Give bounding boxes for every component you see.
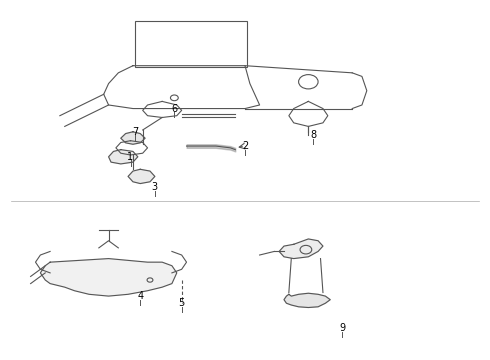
Text: 7: 7 [132,127,139,137]
Text: 4: 4 [137,291,143,301]
Text: 3: 3 [152,182,158,192]
Polygon shape [279,239,323,258]
Polygon shape [128,169,155,184]
Text: 5: 5 [178,298,185,308]
Text: 2: 2 [242,141,248,151]
Polygon shape [121,132,145,144]
Text: 1: 1 [127,152,134,162]
FancyBboxPatch shape [135,21,247,67]
Text: 6: 6 [172,104,177,113]
Text: 9: 9 [340,323,345,333]
Text: 8: 8 [310,130,316,140]
Polygon shape [109,150,138,164]
Polygon shape [284,293,330,307]
Polygon shape [40,258,177,296]
